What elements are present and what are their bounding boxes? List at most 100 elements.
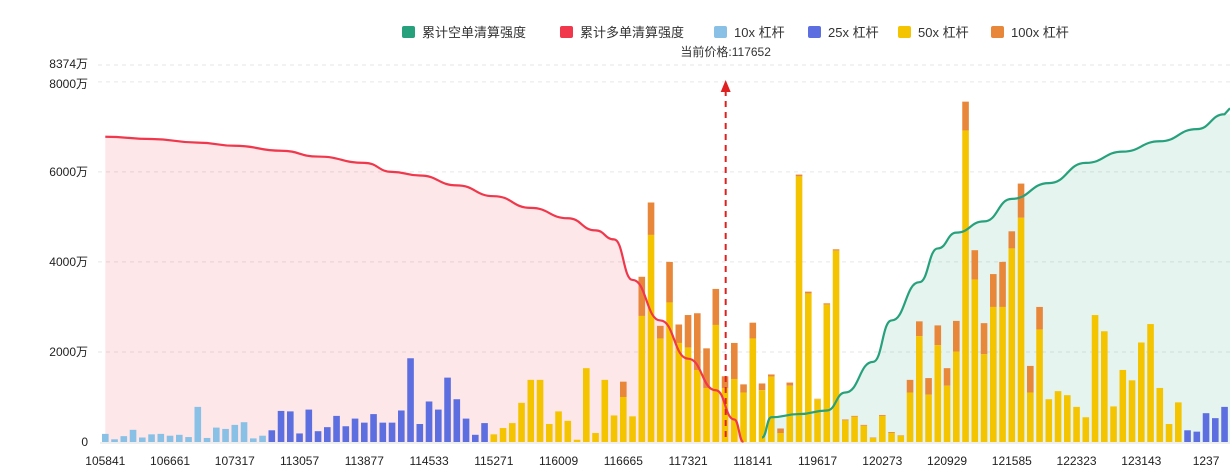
bar-10x (139, 437, 146, 442)
legend-item[interactable]: 50x 杠杆 (898, 25, 969, 40)
bar-25x (453, 399, 461, 442)
bar-50x (1138, 342, 1145, 442)
bar-50x (823, 304, 831, 442)
bar-100x (823, 303, 831, 305)
x-tick-label: 117321 (668, 454, 707, 468)
bar-25x (1221, 406, 1228, 442)
bar-50x (490, 434, 498, 442)
x-tick-label: 120273 (862, 454, 902, 468)
bar-50x (601, 379, 609, 442)
bar-10x (111, 439, 118, 442)
bar-50x (638, 315, 646, 442)
bar-25x (416, 423, 424, 442)
bar-100x (657, 325, 664, 339)
bar-50x (1175, 402, 1182, 442)
bar-50x (953, 351, 960, 442)
bar-100x (666, 261, 673, 303)
bar-25x (351, 418, 359, 442)
legend-item[interactable]: 10x 杠杆 (714, 25, 785, 40)
bar-100x (721, 376, 729, 388)
bar-10x (166, 435, 174, 442)
bar-100x (1017, 183, 1025, 218)
bar-50x (1064, 395, 1071, 442)
bar-10x (120, 436, 128, 442)
legend-item[interactable]: 25x 杠杆 (808, 25, 879, 40)
legend-label: 100x 杠杆 (1011, 25, 1069, 40)
bar-100x (758, 383, 766, 391)
bar-100x (860, 424, 868, 426)
bar-50x (592, 432, 599, 442)
legend-item[interactable]: 累计多单清算强度 (560, 25, 684, 40)
x-tick-label: 114533 (409, 454, 448, 468)
bar-50x (758, 390, 766, 442)
bar-25x (398, 410, 405, 442)
long-series-line (105, 135, 745, 444)
bar-25x (1212, 418, 1219, 442)
bar-50x (842, 420, 849, 442)
bar-25x (462, 418, 470, 442)
bar-50x (620, 396, 627, 442)
bars (102, 101, 1228, 442)
bar-100x (768, 374, 775, 377)
bar-50x (675, 342, 683, 442)
bar-10x (231, 424, 239, 442)
bar-50x (962, 130, 969, 442)
bar-50x (684, 347, 692, 442)
bar-50x (1054, 391, 1062, 442)
bar-10x (259, 435, 266, 442)
bar-50x (1082, 417, 1090, 442)
bar-50x (499, 428, 507, 442)
bar-25x (1193, 431, 1201, 442)
y-axis: 0 2000万 4000万 6000万 8000万 8374万 (49, 57, 88, 449)
bar-50x (925, 394, 932, 442)
bar-50x (666, 302, 673, 442)
x-tick-label: 123143 (1121, 454, 1161, 468)
legend[interactable]: 累计空单清算强度 累计多单清算强度 10x 杠杆 25x 杠杆 50x 杠杆 100x 杠… (402, 25, 1069, 40)
bar-50x (1147, 324, 1154, 442)
x-tick-label: 105841 (85, 454, 125, 468)
short-series-line (761, 107, 1230, 439)
bar-100x (703, 348, 710, 388)
legend-swatch (560, 26, 573, 38)
bar-25x (314, 431, 322, 442)
bar-25x (379, 422, 387, 442)
legend-swatch (991, 26, 1004, 38)
bar-10x (129, 429, 137, 442)
legend-item[interactable]: 累计空单清算强度 (402, 25, 526, 40)
legend-label: 25x 杠杆 (828, 25, 879, 40)
bar-50x (518, 402, 525, 442)
bar-100x (990, 274, 997, 307)
bar-100x (749, 322, 757, 339)
bar-25x (296, 433, 303, 442)
x-tick-label: 116665 (604, 454, 643, 468)
bar-100x (980, 323, 988, 355)
bar-50x (805, 293, 812, 442)
y-tick-label: 0 (81, 435, 88, 449)
bar-10x (176, 434, 183, 442)
bar-50x (583, 368, 590, 442)
bar-25x (277, 410, 285, 442)
bar-50x (546, 423, 553, 442)
legend-item[interactable]: 100x 杠杆 (991, 25, 1069, 40)
bar-25x (333, 415, 340, 442)
bar-50x (1073, 406, 1080, 442)
bar-25x (1202, 413, 1210, 442)
bar-100x (953, 320, 960, 352)
bar-100x (675, 324, 683, 343)
bar-50x (869, 437, 877, 442)
bar-50x (851, 416, 858, 442)
bar-100x (879, 414, 886, 416)
bar-25x (407, 358, 414, 442)
bar-25x (324, 427, 331, 442)
legend-swatch (898, 26, 911, 38)
bar-50x (740, 392, 747, 442)
bar-100x (851, 415, 858, 417)
bar-25x (287, 411, 294, 442)
bar-100x (712, 288, 720, 325)
bar-100x (999, 261, 1006, 307)
bar-10x (185, 437, 192, 442)
bar-10x (222, 428, 229, 442)
bar-10x (157, 433, 165, 442)
bar-50x (768, 376, 775, 442)
